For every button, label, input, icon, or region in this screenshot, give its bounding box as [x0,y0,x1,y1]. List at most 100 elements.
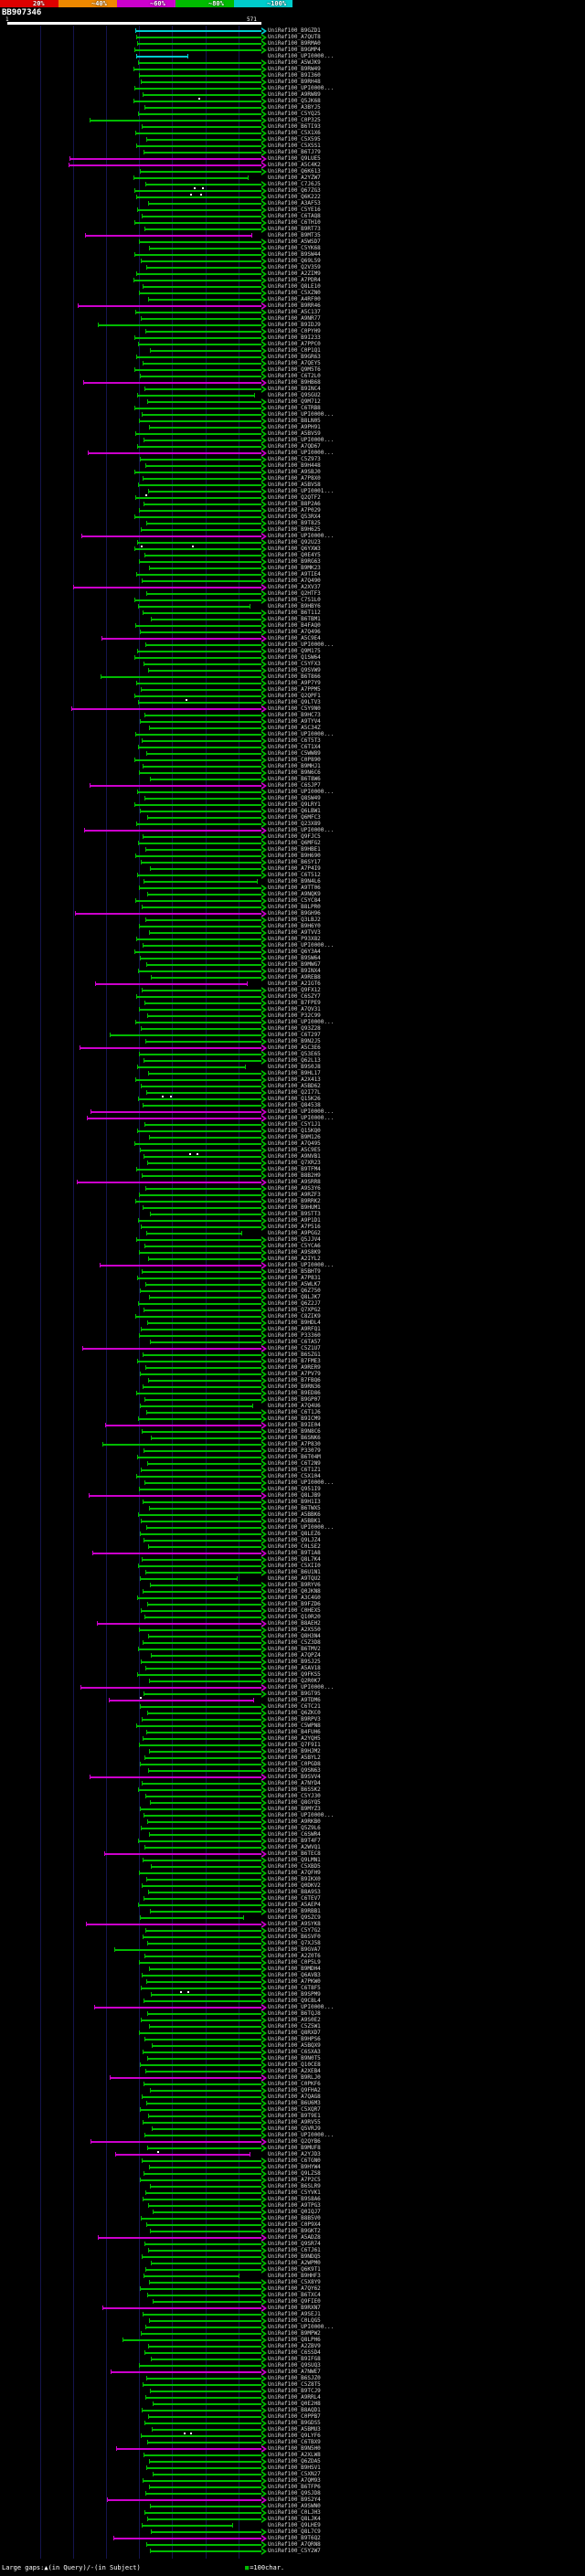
hit-label[interactable]: UniRef100_UPI0000... [268,2324,335,2330]
alignment-bar[interactable] [145,2071,261,2072]
alignment-bar[interactable] [142,2199,261,2200]
alignment-bar[interactable] [134,254,261,256]
hit-label[interactable]: UniRef100_A9S8K9 [268,1249,321,1256]
hit-label[interactable]: UniRef100_Q10CE8 [268,2062,321,2068]
hit-label[interactable]: UniRef100_B9S8A6 [268,2196,321,2202]
hit-label[interactable]: UniRef100_Q8LPH6 [268,2337,321,2343]
hit-label[interactable]: UniRef100_A5C4K2 [268,162,321,168]
alignment-bar[interactable] [139,292,261,294]
hit-label[interactable]: UniRef100_UPI0000... [268,53,335,59]
alignment-bar[interactable] [144,2039,261,2041]
alignment-bar[interactable] [97,1623,261,1625]
hit-label[interactable]: UniRef100_Q5JJV4 [268,1236,321,1243]
alignment-bar[interactable] [133,222,261,224]
alignment-bar[interactable] [141,1329,261,1330]
alignment-bar[interactable] [150,1437,261,1439]
hit-label[interactable]: UniRef100_B9T6Q2 [268,2535,321,2541]
alignment-bar[interactable] [148,1834,261,1836]
hit-label[interactable]: UniRef100_B6TWX5 [268,1505,321,1511]
alignment-bar[interactable] [147,670,261,672]
hit-label[interactable]: UniRef100_A9SWN0 [268,2503,321,2509]
alignment-bar[interactable] [142,363,261,365]
hit-label[interactable]: UniRef100_C0P9X4 [268,2221,321,2228]
hit-label[interactable]: UniRef100_B9HHF3 [268,2273,321,2279]
alignment-bar[interactable] [144,2493,261,2495]
hit-label[interactable]: UniRef100_B9RMA0 [268,40,321,47]
alignment-bar[interactable] [147,491,261,493]
alignment-bar[interactable] [133,516,261,518]
hit-label[interactable]: UniRef100_C0LJH3 [268,2509,321,2516]
alignment-bar[interactable] [137,1457,261,1458]
hit-label[interactable]: UniRef100_A9P1D1 [268,1217,321,1224]
hit-label[interactable]: UniRef100_Q53RX4 [268,514,321,520]
hit-label[interactable]: UniRef100_C5XBD5 [268,1863,321,1870]
hit-label[interactable]: UniRef100_B9H6Y0 [268,923,321,929]
alignment-bar[interactable] [143,881,257,883]
alignment-bar[interactable] [144,2352,261,2354]
alignment-bar[interactable] [143,1501,261,1503]
alignment-bar[interactable] [138,1744,261,1746]
hit-label[interactable]: UniRef100_A9RV55 [268,2119,321,2125]
hit-label[interactable]: UniRef100_A9SBJ0 [268,469,321,475]
hit-label[interactable]: UniRef100_B9RBB1 [268,1908,321,1914]
hit-label[interactable]: UniRef100_A2ZIM9 [268,270,321,277]
alignment-bar[interactable] [95,983,247,985]
alignment-bar[interactable] [151,2429,261,2431]
alignment-bar[interactable] [142,216,261,217]
hit-label[interactable]: UniRef100_B9HYW4 [268,2164,321,2170]
hit-label[interactable]: UniRef100_A3AF53 [268,200,321,207]
alignment-bar[interactable] [146,2378,261,2380]
hit-label[interactable]: UniRef100_C5WPN8 [268,1723,321,1729]
alignment-bar[interactable] [80,1687,261,1689]
hit-label[interactable]: UniRef100_A2XEB4 [268,2068,321,2074]
hit-label[interactable]: UniRef100_Q8LJB9 [268,1492,321,1499]
hit-label[interactable]: UniRef100_Q3LBJ2 [268,917,321,923]
alignment-bar[interactable] [144,644,261,646]
alignment-bar[interactable] [135,37,261,38]
hit-label[interactable]: UniRef100_Q9M5T6 [268,366,321,373]
hit-label[interactable]: UniRef100_A7QUT8 [268,34,321,40]
hit-label[interactable]: UniRef100_B9FZD6 [268,1601,321,1607]
hit-label[interactable]: UniRef100_UPI0000... [268,1019,335,1025]
alignment-bar[interactable] [141,1028,261,1030]
alignment-bar[interactable] [145,1527,261,1529]
alignment-bar[interactable] [135,196,261,198]
hit-label[interactable]: UniRef100_A7PDR4 [268,277,321,283]
alignment-bar[interactable] [136,1393,261,1394]
hit-label[interactable]: UniRef100_Q5VRJ9 [268,2125,321,2132]
alignment-bar[interactable] [145,2544,261,2546]
hit-label[interactable]: UniRef100_C0LQG5 [268,2317,321,2324]
alignment-bar[interactable] [149,2090,261,2092]
alignment-bar[interactable] [149,1585,261,1586]
hit-label[interactable]: UniRef100_Q8L7C9 [268,2528,321,2535]
alignment-bar[interactable] [144,1188,261,1190]
hit-label[interactable]: UniRef100_A9NQK9 [268,891,321,897]
alignment-bar[interactable] [137,747,261,748]
hit-label[interactable]: UniRef100_B9GZD1 [268,27,321,34]
hit-label[interactable]: UniRef100_A2Z0T6 [268,1953,321,1959]
hit-label[interactable]: UniRef100_B6U1N1 [268,1569,321,1575]
alignment-bar[interactable] [147,1636,261,1638]
hit-label[interactable]: UniRef100_UPI0000... [268,1524,335,1531]
alignment-bar[interactable] [144,2192,261,2194]
alignment-bar[interactable] [144,1367,261,1369]
hit-label[interactable]: UniRef100_A7QV31 [268,1006,321,1012]
hit-label[interactable]: UniRef100_A2X413 [268,1076,321,1083]
hit-label[interactable]: UniRef100_A7PKW0 [268,1978,321,1985]
alignment-bar[interactable] [76,1182,261,1183]
hit-label[interactable]: UniRef100_B9GKT2 [268,2228,321,2234]
alignment-bar[interactable] [99,1265,261,1267]
hit-label[interactable]: UniRef100_C5X104 [268,1473,321,1479]
alignment-bar[interactable] [142,1783,261,1785]
hit-label[interactable]: UniRef100_C7S1L0 [268,597,321,603]
alignment-bar[interactable] [143,1898,261,1900]
alignment-bar[interactable] [147,2205,261,2207]
alignment-bar[interactable] [148,427,261,429]
alignment-bar[interactable] [133,69,261,70]
alignment-bar[interactable] [147,1712,261,1714]
hit-label[interactable]: UniRef100_C0PGD8 [268,1761,321,1767]
alignment-bar[interactable] [147,299,261,301]
alignment-bar[interactable] [143,152,261,154]
alignment-bar[interactable] [142,478,261,480]
hit-label[interactable]: UniRef100_Q9C8L4 [268,1998,321,2004]
